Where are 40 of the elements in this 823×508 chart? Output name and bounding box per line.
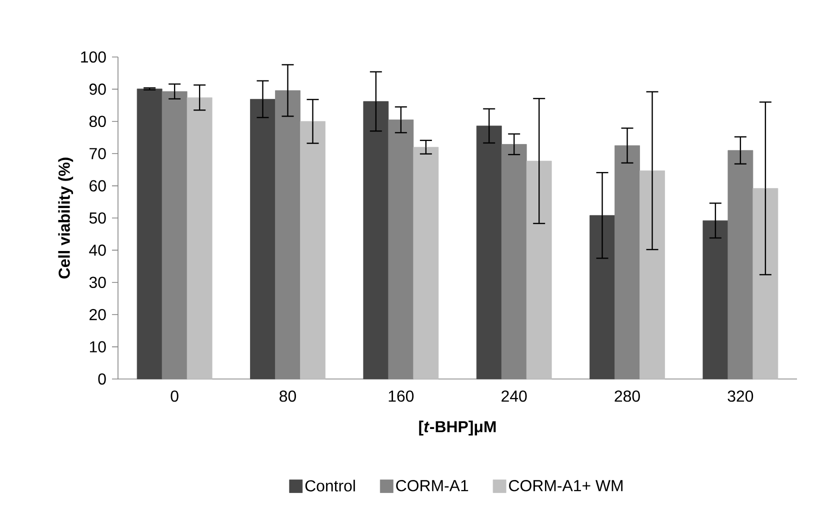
y-tick-label: 90	[90, 84, 106, 95]
y-tick-label: 70	[90, 148, 106, 160]
y-axis-title: Cell viability (%)	[58, 158, 74, 278]
x-tick-label: 240	[502, 390, 527, 402]
x-tick-label: 80	[280, 390, 296, 402]
bar	[186, 97, 212, 380]
bar	[702, 220, 728, 380]
bar	[501, 144, 527, 380]
bar	[526, 160, 552, 380]
legend-label: CORM-A1	[396, 480, 468, 492]
x-tick-label: 320	[728, 390, 754, 402]
x-tick-label: 160	[388, 390, 414, 402]
x-tick-label: 280	[614, 390, 640, 402]
bar	[614, 145, 640, 380]
y-tick-label: 20	[90, 308, 106, 320]
y-tick-label: 100	[81, 51, 106, 63]
x-axis-title: [t-BHP]μM	[419, 420, 496, 436]
y-tick-label: 40	[89, 244, 106, 256]
legend-label: Control	[305, 480, 355, 492]
bar	[275, 90, 300, 380]
bar	[752, 188, 778, 380]
bar	[413, 146, 439, 380]
y-tick-label: 80	[89, 116, 106, 128]
y-tick-label: 30	[89, 276, 106, 288]
legend-label: CORM-A1+ WM	[509, 480, 622, 492]
bar	[300, 121, 326, 380]
bar	[590, 215, 615, 380]
bar	[136, 88, 162, 380]
y-tick-label: 0	[98, 373, 106, 385]
y-tick-label: 50	[89, 212, 106, 224]
y-tick-label: 60	[90, 180, 106, 192]
y-tick-label: 10	[90, 341, 106, 352]
bar	[728, 150, 754, 380]
bar	[363, 101, 389, 380]
bar	[476, 126, 502, 380]
bar	[250, 98, 276, 380]
bar	[640, 170, 665, 380]
x-tick-label: 0	[170, 390, 178, 402]
bar	[388, 120, 414, 380]
bar	[162, 91, 188, 380]
